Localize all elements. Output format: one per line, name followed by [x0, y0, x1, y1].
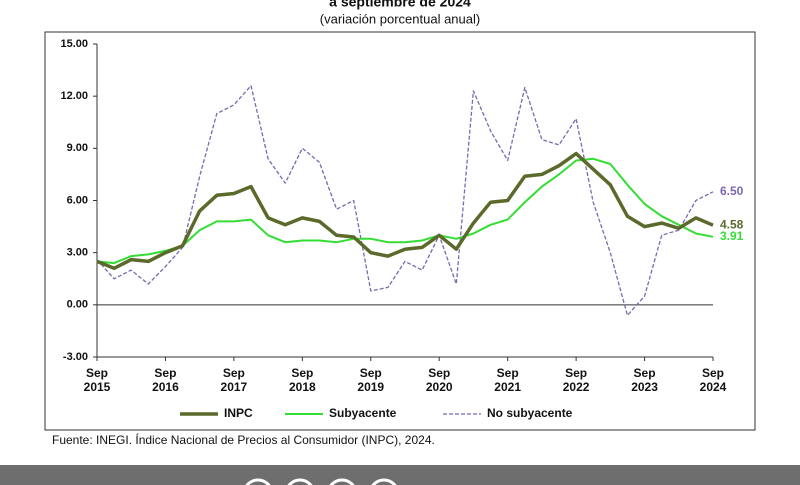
x-tick-label: Sep 2015 [83, 366, 111, 394]
value-label: 4.58 [720, 217, 744, 231]
y-tick-label: 6.00 [67, 194, 88, 206]
value-label: 3.91 [720, 229, 744, 243]
chart-title: a septiembre de 2024 [329, 0, 471, 10]
chart-subtitle: (variación porcentual anual) [320, 11, 480, 26]
x-tick-label: Sep 2019 [357, 366, 385, 394]
legend-label: No subyacente [487, 406, 573, 420]
x-tick-label: Sep 2016 [152, 366, 179, 394]
y-tick-label: 3.00 [67, 247, 88, 259]
x-tick-label: Sep 2022 [562, 366, 590, 394]
series-line [96, 157, 714, 265]
series-line [96, 151, 714, 271]
source-note: Fuente: INEGI. Índice Nacional de Precio… [52, 432, 435, 447]
bottom-bar [0, 465, 800, 485]
legend-label: INPC [224, 406, 253, 420]
value-label: 6.50 [720, 184, 744, 198]
x-tick-label: Sep 2023 [631, 366, 658, 394]
y-tick-label: 0.00 [67, 299, 88, 311]
x-tick-label: Sep 2018 [288, 366, 316, 394]
chart-frame [44, 31, 756, 431]
x-tick-label: Sep 2020 [425, 366, 453, 394]
x-tick-label: Sep 2021 [494, 366, 521, 394]
legend-label: Subyacente [329, 406, 397, 420]
bottom-dots [245, 478, 397, 485]
x-tick-label: Sep 2024 [699, 366, 727, 394]
series-line [96, 85, 714, 316]
y-tick-label: -3.00 [63, 351, 88, 363]
y-tick-label: 15.00 [60, 38, 88, 50]
x-tick-label: Sep 2017 [220, 366, 248, 394]
y-tick-label: 12.00 [60, 90, 88, 102]
y-tick-label: 9.00 [67, 142, 88, 154]
